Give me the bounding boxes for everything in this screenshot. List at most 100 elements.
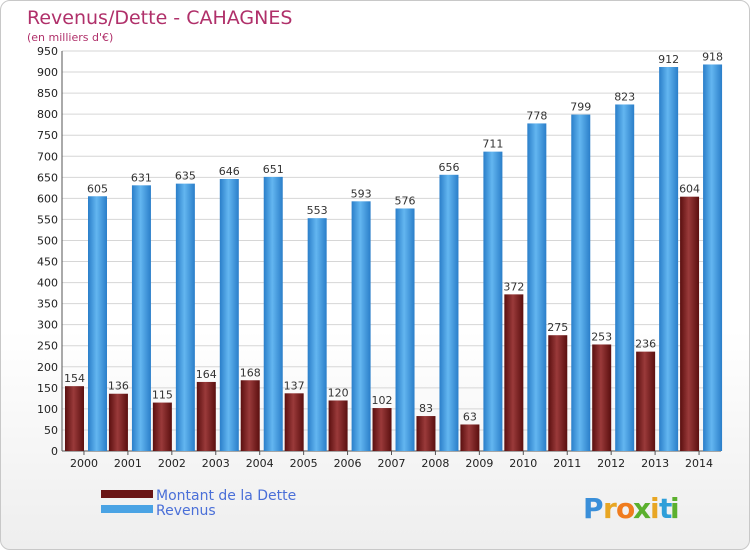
debt-value-label: 102 (372, 394, 393, 407)
revenue-bar (439, 174, 459, 451)
y-tick-label: 800 (37, 108, 58, 121)
legend-swatch-revenue (101, 505, 153, 513)
debt-value-label: 137 (284, 379, 305, 392)
revenue-bar (219, 179, 239, 451)
logo-letter: i (670, 492, 680, 525)
revenue-value-label: 799 (570, 101, 591, 114)
y-tick-label: 50 (44, 424, 58, 437)
debt-bar (328, 400, 348, 451)
debt-bar (548, 335, 568, 451)
debt-value-label: 136 (108, 380, 129, 393)
revenue-bar (703, 64, 723, 451)
revenue-bar (527, 123, 547, 451)
debt-bar (636, 351, 656, 451)
revenue-value-label: 646 (219, 165, 240, 178)
chart-title: Revenus/Dette - CAHAGNES (27, 7, 292, 29)
debt-bar (152, 402, 172, 451)
legend: Montant de la Dette Revenus (101, 488, 296, 519)
y-tick-label: 350 (37, 298, 58, 311)
debt-value-label: 83 (419, 402, 433, 415)
x-tick-label: 2003 (202, 457, 230, 470)
logo-letter: x (633, 492, 651, 525)
revenue-value-label: 593 (351, 187, 372, 200)
revenue-bar (351, 201, 371, 451)
x-tick-label: 2001 (114, 457, 142, 470)
debt-value-label: 154 (64, 372, 85, 385)
y-tick-label: 550 (37, 213, 58, 226)
debt-value-label: 275 (547, 321, 568, 334)
debt-bar (108, 393, 128, 451)
y-tick-label: 100 (37, 403, 58, 416)
y-tick-label: 250 (37, 340, 58, 353)
plot-area: 0 50 100 150 200 250 300 350 400 450 500 550 600 650 7… (37, 45, 723, 470)
revenue-value-label: 656 (438, 161, 459, 174)
y-tick-label: 500 (37, 234, 58, 247)
revenue-bar (175, 183, 195, 451)
debt-value-label: 372 (503, 280, 524, 293)
x-tick-label: 2011 (553, 457, 581, 470)
revenue-value-label: 711 (482, 138, 503, 151)
revenue-value-label: 651 (263, 163, 284, 176)
revenue-bar (307, 218, 327, 451)
revenue-bar (483, 151, 503, 451)
revenue-value-label: 605 (87, 182, 108, 195)
x-tick-label: 2014 (685, 457, 713, 470)
x-tick-label: 2000 (70, 457, 98, 470)
debt-value-label: 236 (635, 338, 656, 351)
y-tick-label: 300 (37, 319, 58, 332)
debt-bar (65, 386, 84, 451)
y-tick-label: 600 (37, 192, 58, 205)
y-tick-label: 950 (37, 45, 58, 58)
x-tick-label: 2009 (465, 457, 493, 470)
revenue-bar (88, 196, 107, 451)
debt-bar (196, 381, 216, 451)
logo-letter: t (659, 492, 672, 525)
debt-bar (240, 380, 260, 451)
revenue-value-label: 778 (526, 109, 547, 122)
debt-value-label: 168 (240, 366, 261, 379)
y-tick-label: 700 (37, 150, 58, 163)
y-tick-label: 900 (37, 66, 58, 79)
y-tick-label: 450 (37, 256, 58, 269)
debt-value-label: 63 (463, 410, 477, 423)
revenue-bar (571, 114, 591, 451)
revenue-bar (659, 67, 679, 451)
debt-value-label: 164 (196, 368, 217, 381)
logo-letter: P (583, 492, 604, 525)
y-tick-label: 0 (51, 445, 58, 458)
y-tick-label: 650 (37, 171, 58, 184)
debt-bar (504, 294, 524, 451)
x-tick-label: 2013 (641, 457, 669, 470)
debt-bar (680, 196, 700, 451)
legend-label-debt: Montant de la Dette (156, 488, 296, 504)
revenue-value-label: 918 (702, 50, 723, 63)
y-tick-label: 750 (37, 129, 58, 142)
legend-label-revenue: Revenus (156, 503, 216, 519)
revenue-value-label: 912 (658, 53, 679, 66)
revenue-value-label: 631 (131, 171, 152, 184)
x-tick-label: 2006 (334, 457, 362, 470)
logo-letter: o (616, 492, 635, 525)
debt-bar (592, 344, 612, 451)
revenue-value-label: 553 (307, 204, 328, 217)
revenue-bar (263, 176, 283, 452)
revenue-value-label: 823 (614, 90, 635, 103)
debt-value-label: 115 (152, 389, 173, 402)
x-tick-label: 2007 (378, 457, 406, 470)
debt-bar (416, 416, 436, 451)
revenue-bar (615, 104, 635, 451)
y-tick-label: 850 (37, 87, 58, 100)
debt-value-label: 604 (679, 183, 700, 196)
chart-subtitle: (en milliers d'€) (27, 31, 113, 44)
x-tick-label: 2004 (246, 457, 274, 470)
debt-value-label: 253 (591, 330, 612, 343)
revenue-value-label: 635 (175, 170, 196, 183)
x-tick-label: 2010 (509, 457, 537, 470)
debt-bar (372, 408, 392, 451)
legend-swatch-debt (101, 490, 153, 498)
revenue-bar (395, 208, 415, 451)
debt-bar (460, 424, 480, 451)
